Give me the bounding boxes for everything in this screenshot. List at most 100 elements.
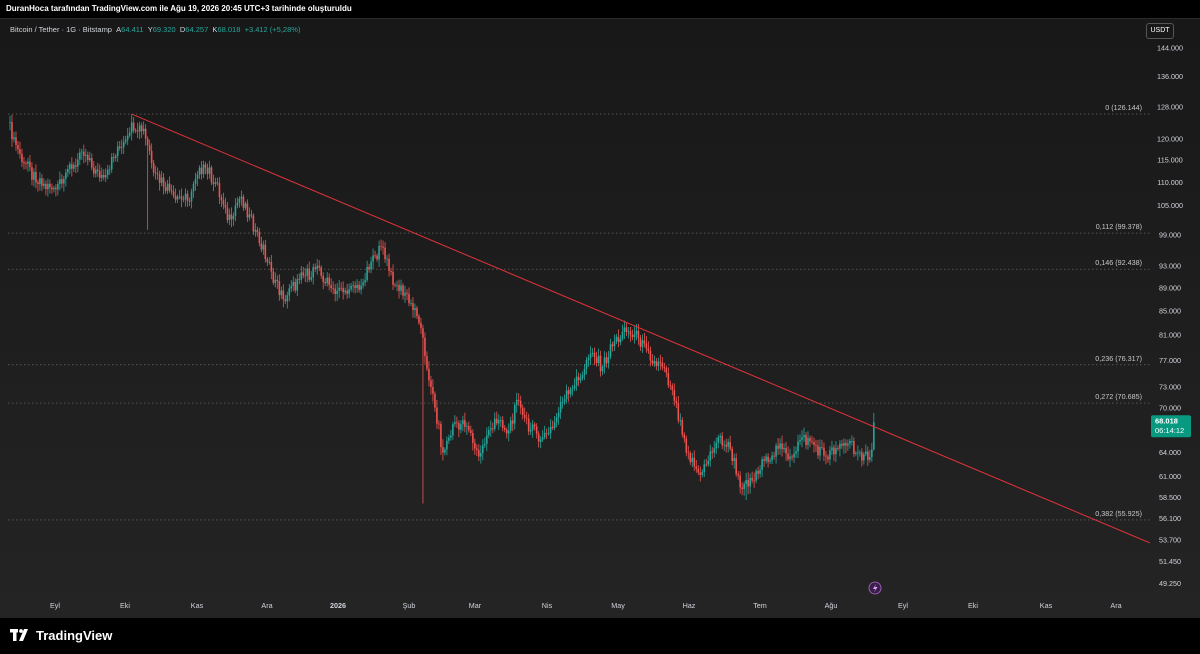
fibonacci-levels: 0 (126.144) 0,112 (99.378) 0,146 (92.438) 0… bbox=[8, 103, 1150, 521]
price-axis-tick: 89.000 bbox=[1159, 284, 1181, 293]
candle-body bbox=[256, 229, 259, 232]
candle-body bbox=[731, 448, 733, 461]
candle-body bbox=[783, 448, 785, 450]
candle-body bbox=[462, 420, 464, 425]
candle-body bbox=[322, 275, 325, 282]
candle-body bbox=[100, 174, 103, 178]
candle-body bbox=[827, 456, 829, 460]
candle-body bbox=[448, 437, 450, 441]
candle-body bbox=[615, 336, 618, 342]
candle-body bbox=[799, 439, 801, 442]
candle-body bbox=[509, 420, 512, 431]
candle-body bbox=[254, 229, 257, 232]
candle-body bbox=[192, 183, 195, 192]
candle-body bbox=[597, 355, 600, 364]
candle-body bbox=[236, 202, 239, 206]
candle-body bbox=[83, 151, 85, 156]
candle-body bbox=[717, 437, 720, 443]
lightning-icon bbox=[873, 584, 878, 593]
candle-body bbox=[11, 121, 13, 140]
candle-body bbox=[751, 477, 753, 481]
price-axis-tick: 53.700 bbox=[1159, 536, 1181, 545]
candle-body bbox=[589, 353, 592, 359]
candle-body bbox=[23, 162, 25, 164]
candle-body bbox=[709, 451, 712, 461]
candle-body bbox=[561, 402, 564, 403]
candle-body bbox=[182, 199, 185, 201]
tradingview-logo-icon bbox=[10, 629, 28, 641]
flash-icon[interactable] bbox=[868, 581, 882, 595]
candle-body bbox=[484, 443, 486, 446]
candle-body bbox=[613, 341, 616, 347]
candle-body bbox=[55, 187, 57, 190]
candle-body bbox=[839, 443, 841, 449]
candle-body bbox=[158, 174, 161, 183]
candle-body bbox=[843, 442, 845, 446]
currency-selector-button[interactable]: USDT bbox=[1146, 23, 1174, 39]
candle-body bbox=[226, 207, 229, 221]
candle-body bbox=[527, 418, 530, 432]
candle-body bbox=[533, 424, 536, 427]
candle-body bbox=[651, 360, 654, 364]
candle-body bbox=[713, 448, 716, 453]
price-chart[interactable]: 0 (126.144) 0,112 (99.378) 0,146 (92.438) 0… bbox=[0, 19, 1200, 619]
candle-body bbox=[96, 169, 99, 171]
candle-body bbox=[715, 442, 718, 449]
candle-body bbox=[605, 357, 608, 364]
candle-body bbox=[763, 459, 765, 461]
candle-body bbox=[687, 452, 690, 454]
candle-body bbox=[691, 457, 694, 463]
symbol-name[interactable]: Bitcoin / Tether · 1G · Bitstamp bbox=[10, 25, 112, 34]
candle-body bbox=[458, 423, 460, 430]
candle-body bbox=[737, 474, 739, 476]
candle-body bbox=[795, 451, 797, 454]
candle-body bbox=[128, 132, 131, 136]
candle-body bbox=[551, 426, 554, 428]
time-axis-tick: May bbox=[611, 601, 625, 610]
price-axis-tick: 85.000 bbox=[1159, 307, 1181, 316]
candle-body bbox=[711, 451, 714, 453]
candle-body bbox=[294, 282, 297, 291]
candle-body bbox=[495, 418, 498, 424]
candle-body bbox=[811, 441, 813, 443]
time-axis-tick: Eki bbox=[120, 601, 130, 610]
open-value: 64.411 bbox=[121, 25, 144, 34]
candle-body bbox=[124, 139, 127, 142]
candle-body bbox=[198, 167, 201, 175]
candle-body bbox=[418, 316, 420, 323]
candle-body bbox=[348, 289, 350, 294]
candle-body bbox=[563, 399, 566, 403]
candle-body bbox=[807, 437, 809, 445]
candle-body bbox=[539, 439, 542, 442]
candle-body bbox=[280, 290, 283, 296]
candle-body bbox=[374, 255, 376, 257]
candle-body bbox=[645, 343, 648, 349]
candle-body bbox=[408, 293, 410, 304]
last-price-value: 68.018 bbox=[1155, 417, 1178, 426]
candle-body bbox=[609, 344, 612, 357]
time-axis-tick: Kas bbox=[191, 601, 204, 610]
candle-body bbox=[69, 164, 71, 169]
candle-body bbox=[667, 372, 670, 386]
candle-body bbox=[81, 151, 83, 153]
candle-body bbox=[531, 424, 534, 430]
candle-body bbox=[579, 378, 582, 381]
candle-body bbox=[675, 400, 678, 404]
chart-panel[interactable]: 0 (126.144) 0,112 (99.378) 0,146 (92.438) 0… bbox=[0, 18, 1200, 619]
footer-bar: TradingView bbox=[0, 618, 1200, 654]
candle-body bbox=[677, 403, 680, 421]
tradingview-logo[interactable]: TradingView bbox=[10, 627, 112, 643]
time-axis-tick: Kas bbox=[1040, 601, 1053, 610]
candle-body bbox=[543, 432, 546, 438]
price-axis-tick: 73.000 bbox=[1159, 382, 1181, 391]
candle-body bbox=[823, 447, 825, 456]
price-axis-tick: 70.000 bbox=[1159, 403, 1181, 412]
candle-body bbox=[73, 165, 75, 169]
candle-body bbox=[767, 456, 769, 462]
candle-body bbox=[867, 451, 869, 460]
candle-body bbox=[585, 360, 588, 369]
candle-body bbox=[220, 197, 223, 201]
candle-body bbox=[480, 453, 482, 457]
candle-body bbox=[134, 130, 137, 132]
candle-body bbox=[394, 284, 396, 286]
